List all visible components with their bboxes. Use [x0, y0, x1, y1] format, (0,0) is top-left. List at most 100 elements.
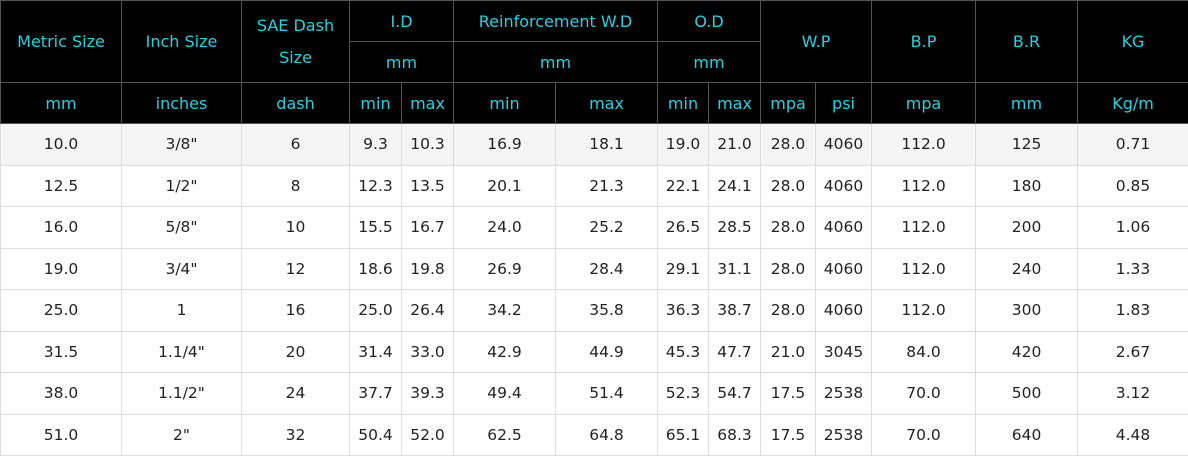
header-cell: O.D [656, 0, 762, 42]
table-cell: 16 [241, 289, 350, 332]
table-cell: 5/8" [121, 206, 242, 249]
table-cell: 28.0 [760, 247, 817, 290]
header-cell: Reinforcement W.D [453, 0, 658, 42]
table-cell: 16.0 [0, 206, 122, 249]
header-cell: Inch Size [121, 0, 242, 83]
header-cell: mm [349, 41, 454, 83]
header-row: mm mm mm [1, 41, 1188, 83]
table-header: Metric Size Inch Size SAE Dash Size I.D … [0, 0, 1188, 124]
table-row: 25.0 1 16 25.0 26.4 34.2 35.8 36.3 38.7 28.0 4060 1… [0, 289, 1188, 332]
unit-cell: dash [241, 82, 350, 124]
table-row: 31.5 1.1/4" 20 31.4 33.0 42.9 44.9 45.3 47.7 21.0… [0, 330, 1188, 373]
table-cell: 17.5 [760, 372, 817, 415]
header-cell: I.D [349, 0, 454, 42]
table-cell: 112.0 [871, 206, 977, 249]
header-cell: KG [1077, 0, 1188, 83]
table-cell: 21.0 [760, 330, 817, 373]
header-cell: mm [453, 41, 658, 83]
table-cell: 19.8 [401, 247, 454, 290]
header-cell: B.P [871, 0, 977, 83]
table-cell: 13.5 [401, 164, 454, 207]
table-cell: 3/8" [121, 123, 242, 166]
table-cell: 2" [121, 413, 242, 456]
table-cell: 17.5 [760, 413, 817, 456]
table-cell: 0.85 [1077, 164, 1188, 207]
table-cell: 26.9 [453, 247, 556, 290]
table-cell: 31.4 [349, 330, 402, 373]
table-cell: 640 [975, 413, 1079, 456]
table-cell: 22.1 [657, 164, 709, 207]
table-cell: 420 [975, 330, 1079, 373]
table-cell: 4060 [815, 289, 873, 332]
unit-cell: min [453, 82, 556, 124]
header-cell: SAE Dash Size [241, 0, 350, 83]
table-cell: 28.4 [555, 247, 658, 290]
table-cell: 500 [975, 372, 1079, 415]
table-cell: 1.33 [1077, 247, 1188, 290]
table-cell: 2538 [815, 372, 873, 415]
table-cell: 34.2 [453, 289, 556, 332]
table-cell: 112.0 [871, 247, 977, 290]
table-cell: 47.7 [707, 330, 762, 373]
table-cell: 20.1 [453, 164, 556, 207]
table-cell: 44.9 [555, 330, 658, 373]
header-cell: W.P [760, 0, 873, 83]
table-cell: 12.5 [0, 164, 122, 207]
table-cell: 38.7 [707, 289, 762, 332]
table-cell: 19.0 [0, 247, 122, 290]
table-cell: 1 [121, 289, 242, 332]
table-cell: 84.0 [871, 330, 977, 373]
table-cell: 32 [241, 413, 350, 456]
table-cell: 16.7 [401, 206, 454, 249]
table-cell: 26.4 [401, 289, 454, 332]
table-cell: 29.1 [657, 247, 709, 290]
table-cell: 3.12 [1077, 372, 1188, 415]
table-cell: 240 [975, 247, 1079, 290]
table-cell: 18.6 [349, 247, 402, 290]
unit-cell: min [349, 82, 402, 124]
table-cell: 1.06 [1077, 206, 1188, 249]
table-cell: 15.5 [349, 206, 402, 249]
table-cell: 9.3 [349, 123, 402, 166]
table-cell: 125 [975, 123, 1079, 166]
table-cell: 3/4" [121, 247, 242, 290]
table-cell: 64.8 [555, 413, 658, 456]
table-cell: 16.9 [453, 123, 556, 166]
table-cell: 31.1 [707, 247, 762, 290]
unit-cell: mpa [871, 82, 977, 124]
table-cell: 24 [241, 372, 350, 415]
table-cell: 4060 [815, 123, 873, 166]
table-cell: 26.5 [657, 206, 709, 249]
table-cell: 28.0 [760, 123, 817, 166]
unit-cell: mm [975, 82, 1079, 124]
table-cell: 12.3 [349, 164, 402, 207]
table-cell: 68.3 [707, 413, 762, 456]
unit-cell: max [707, 82, 762, 124]
table-cell: 180 [975, 164, 1079, 207]
unit-cell: max [555, 82, 658, 124]
unit-cell: min [657, 82, 709, 124]
table-cell: 1/2" [121, 164, 242, 207]
table-row: 19.0 3/4" 12 18.6 19.8 26.9 28.4 29.1 31.1 28.0 40… [0, 247, 1188, 290]
table-cell: 300 [975, 289, 1079, 332]
table-cell: 28.0 [760, 289, 817, 332]
table-cell: 12 [241, 247, 350, 290]
table-cell: 52.3 [657, 372, 709, 415]
table-cell: 37.7 [349, 372, 402, 415]
table-cell: 52.0 [401, 413, 454, 456]
table-cell: 42.9 [453, 330, 556, 373]
table-cell: 19.0 [657, 123, 709, 166]
table-cell: 38.0 [0, 372, 122, 415]
table-cell: 70.0 [871, 372, 977, 415]
table-cell: 8 [241, 164, 350, 207]
table-cell: 50.4 [349, 413, 402, 456]
table-cell: 62.5 [453, 413, 556, 456]
unit-cell: max [401, 82, 454, 124]
table-row: 51.0 2" 32 50.4 52.0 62.5 64.8 65.1 68.3 17.5 2538… [0, 413, 1188, 456]
table-cell: 24.0 [453, 206, 556, 249]
table-cell: 36.3 [657, 289, 709, 332]
unit-cell: Kg/m [1077, 82, 1188, 124]
table-cell: 21.0 [707, 123, 762, 166]
table-cell: 45.3 [657, 330, 709, 373]
